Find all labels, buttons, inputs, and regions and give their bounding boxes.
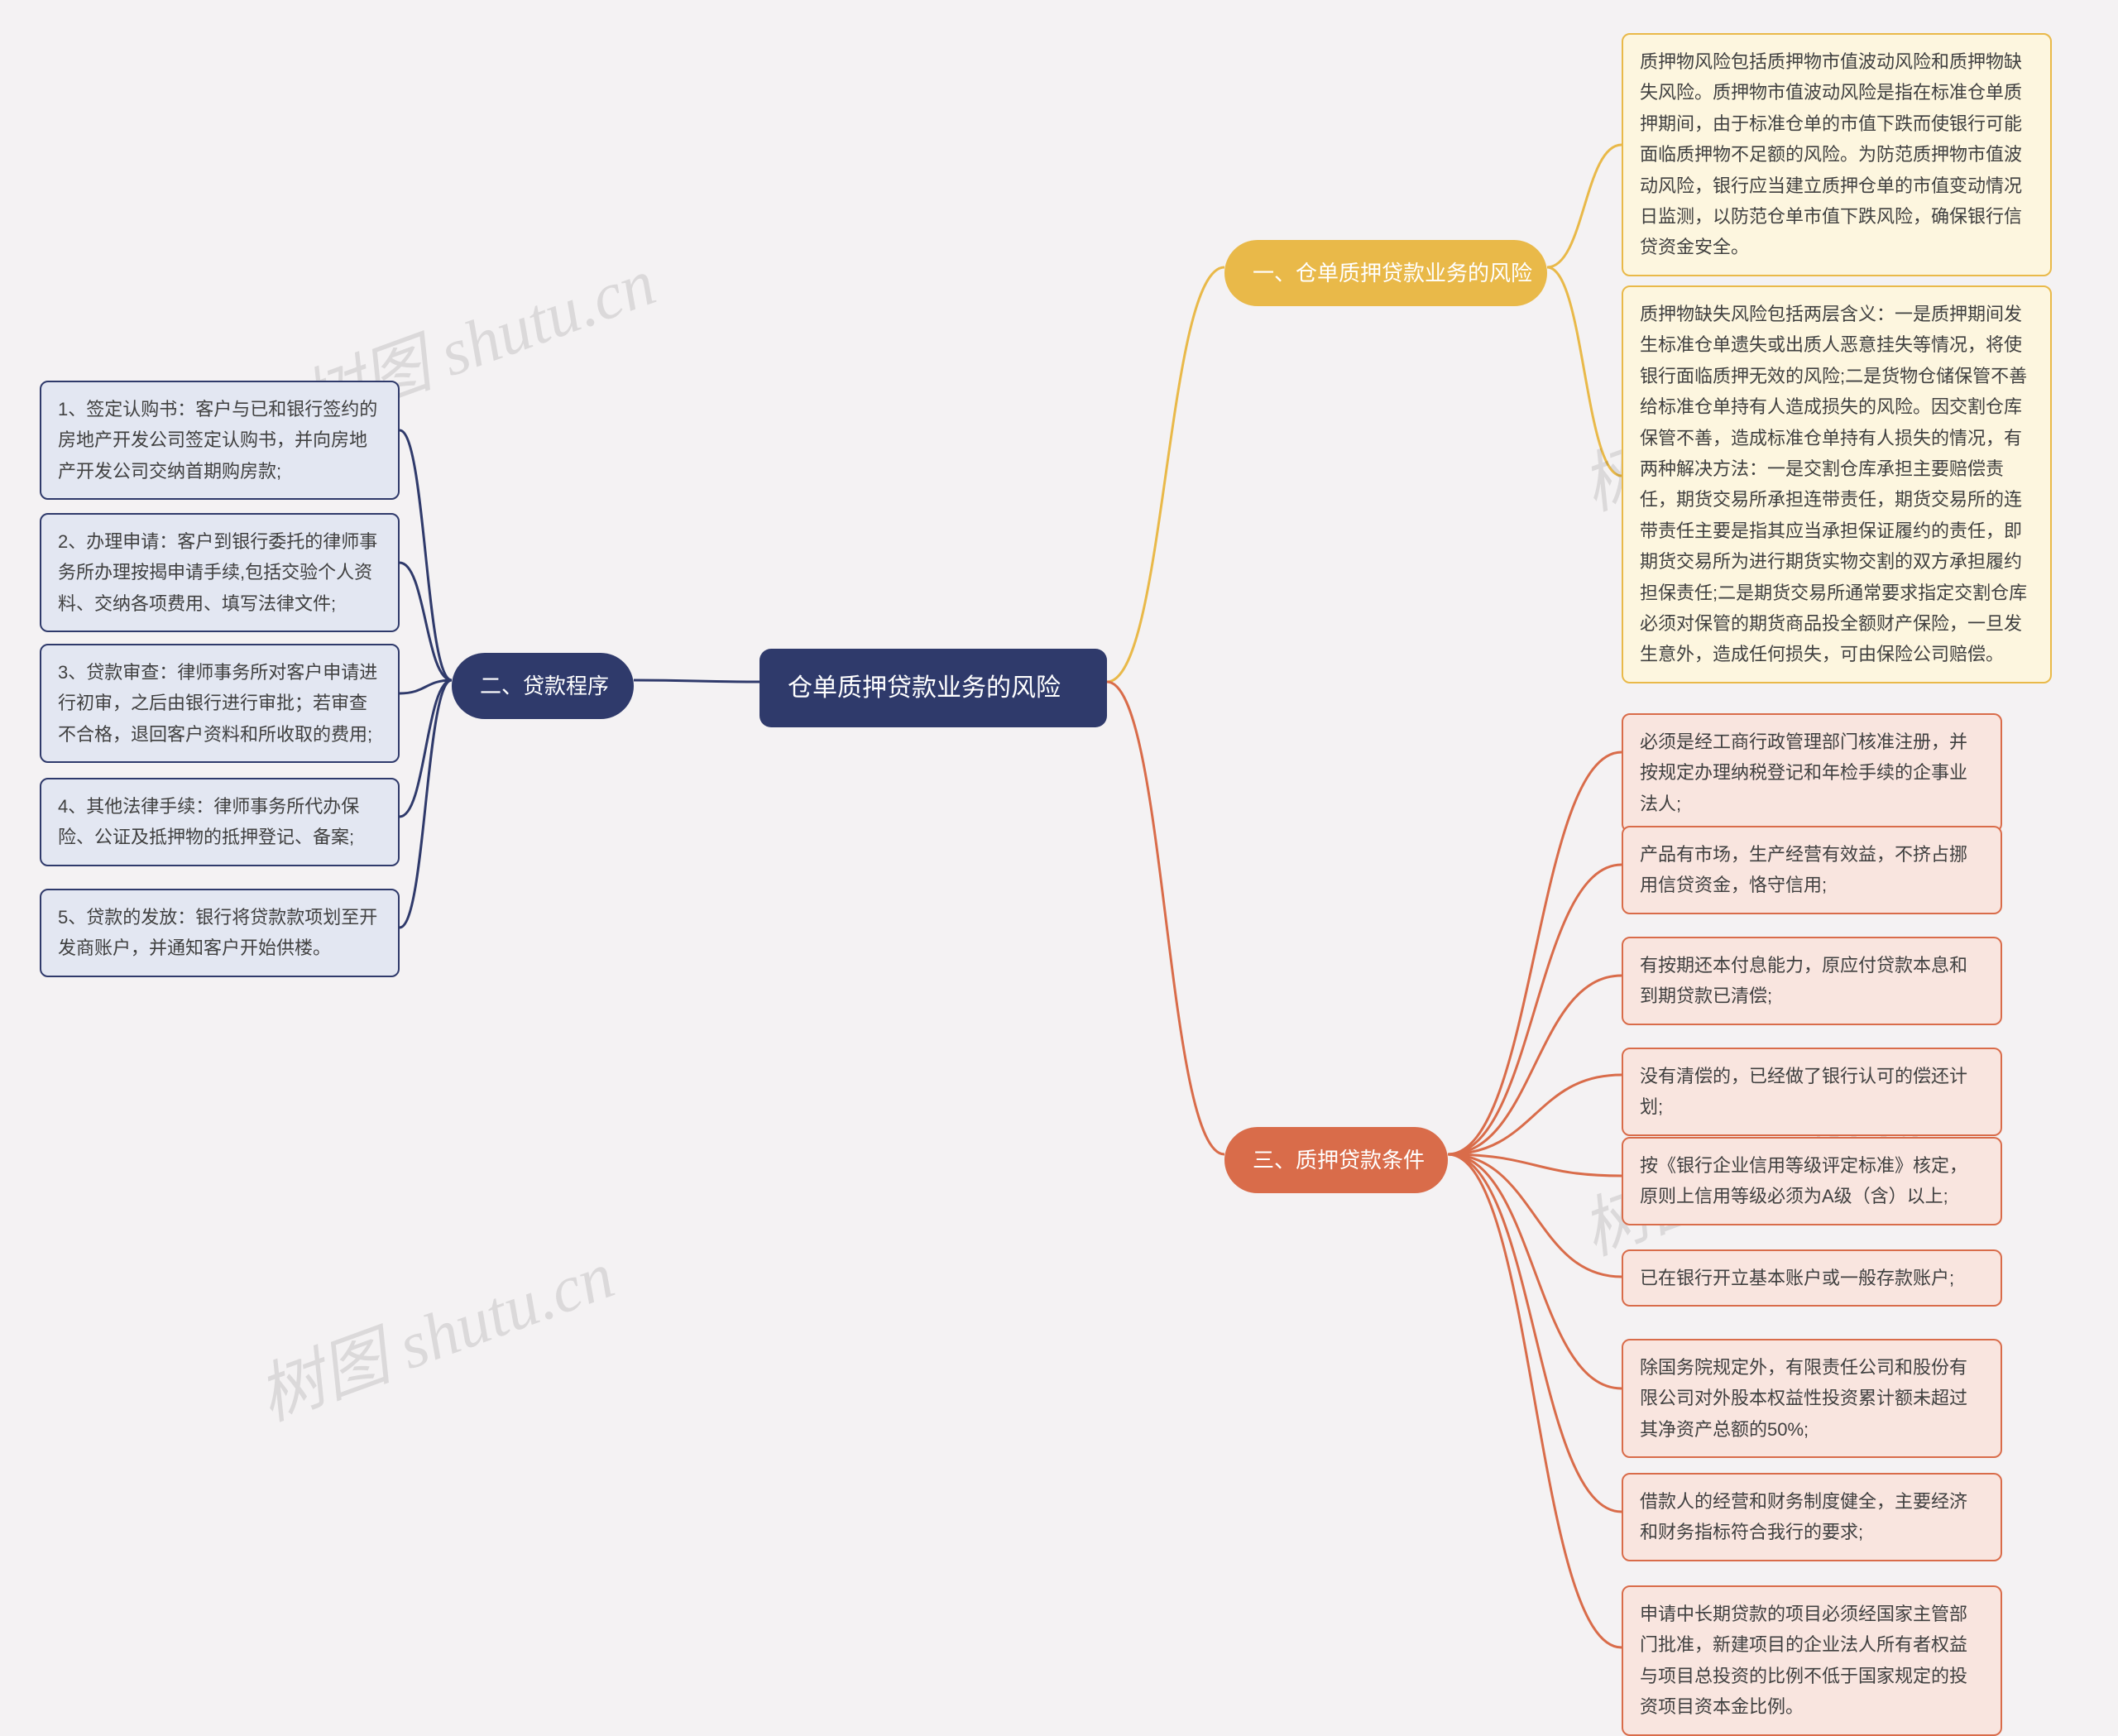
leaf-proc-1: 1、签定认购书：客户与已和银行签约的房地产开发公司签定认购书，并向房地产开发公司… <box>40 381 400 500</box>
branch-risk: 一、仓单质押贷款业务的风险 <box>1224 240 1547 306</box>
leaf-proc-4: 4、其他法律手续：律师事务所代办保险、公证及抵押物的抵押登记、备案; <box>40 778 400 866</box>
leaf-cond-8: 借款人的经营和财务制度健全，主要经济和财务指标符合我行的要求; <box>1622 1473 2002 1561</box>
leaf-proc-5: 5、贷款的发放：银行将贷款款项划至开发商账户，并通知客户开始供楼。 <box>40 889 400 977</box>
leaf-risk-1: 质押物风险包括质押物市值波动风险和质押物缺失风险。质押物市值波动风险是指在标准仓… <box>1622 33 2052 276</box>
leaf-risk-2: 质押物缺失风险包括两层含义：一是质押期间发生标准仓单遗失或出质人恶意挂失等情况，… <box>1622 285 2052 683</box>
leaf-cond-1: 必须是经工商行政管理部门核准注册，并按规定办理纳税登记和年检手续的企事业法人; <box>1622 713 2002 832</box>
leaf-cond-7: 除国务院规定外，有限责任公司和股份有限公司对外股本权益性投资累计额未超过其净资产… <box>1622 1339 2002 1458</box>
leaf-proc-2: 2、办理申请：客户到银行委托的律师事务所办理按揭申请手续,包括交验个人资料、交纳… <box>40 513 400 632</box>
leaf-cond-3: 有按期还本付息能力，原应付贷款本息和到期贷款已清偿; <box>1622 937 2002 1025</box>
branch-procedure: 二、贷款程序 <box>452 653 634 719</box>
leaf-proc-3: 3、贷款审查：律师事务所对客户申请进行初审，之后由银行进行审批；若审查不合格，退… <box>40 644 400 763</box>
leaf-cond-5: 按《银行企业信用等级评定标准》核定，原则上信用等级必须为A级（含）以上; <box>1622 1137 2002 1225</box>
leaf-cond-6: 已在银行开立基本账户或一般存款账户; <box>1622 1249 2002 1307</box>
leaf-cond-2: 产品有市场，生产经营有效益，不挤占挪用信贷资金，恪守信用; <box>1622 826 2002 914</box>
root-topic: 仓单质押贷款业务的风险 <box>760 649 1107 727</box>
branch-conditions: 三、质押贷款条件 <box>1224 1127 1448 1193</box>
leaf-cond-9: 申请中长期贷款的项目必须经国家主管部门批准，新建项目的企业法人所有者权益与项目总… <box>1622 1585 2002 1736</box>
leaf-cond-4: 没有清偿的，已经做了银行认可的偿还计划; <box>1622 1048 2002 1136</box>
